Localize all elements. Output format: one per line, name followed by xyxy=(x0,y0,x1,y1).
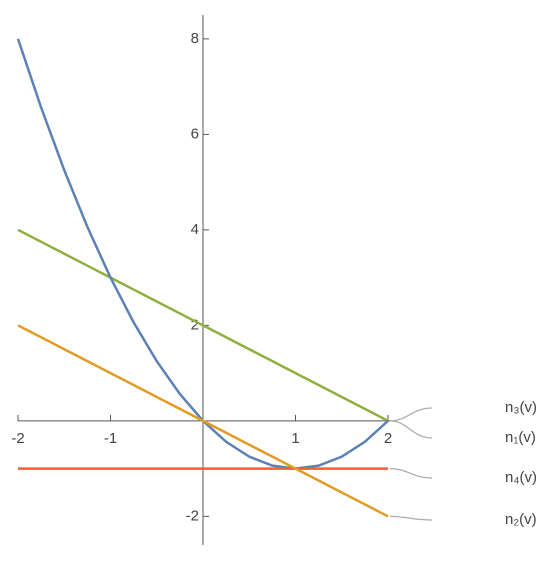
x-tick-label: 2 xyxy=(384,430,392,447)
x-tick-label: -1 xyxy=(104,430,117,447)
series-line xyxy=(17,228,389,422)
callout xyxy=(389,515,433,521)
y-tick-label: 2 xyxy=(191,316,199,333)
legend-label: n₃(v) xyxy=(505,399,537,416)
y-tick-label: 6 xyxy=(191,125,199,142)
y-tick-label: 8 xyxy=(191,30,199,47)
x-tick-label: 1 xyxy=(291,430,299,447)
x-tick-label: -2 xyxy=(11,430,24,447)
callout xyxy=(389,420,433,439)
legend-label: n₄(v) xyxy=(505,469,537,486)
y-tick-label: -2 xyxy=(186,507,199,524)
y-tick-label: 4 xyxy=(191,221,199,238)
callout xyxy=(389,468,433,479)
series-line xyxy=(17,324,389,518)
legend-label: n₂(v) xyxy=(505,511,537,528)
legend-label: n₁(v) xyxy=(505,429,536,446)
callout xyxy=(389,407,433,422)
